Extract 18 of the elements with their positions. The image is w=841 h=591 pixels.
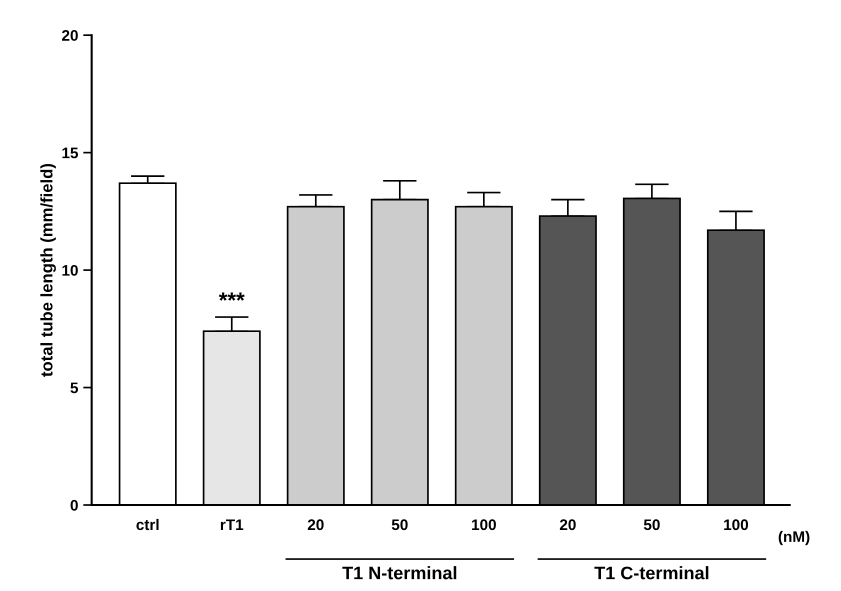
x-tick-label: 20 [560, 519, 576, 530]
x-tick-label: ctrl [136, 518, 159, 530]
y-tick-label: 10 [62, 264, 78, 276]
y-tick-label: 0 [70, 500, 78, 511]
x-tick-label: 100 [724, 519, 748, 530]
y-tick-label: 15 [62, 148, 78, 158]
y-tick-label: 5 [70, 382, 78, 394]
x-tick-label: 20 [308, 519, 324, 530]
text: T1 C-terminal [594, 566, 708, 580]
text: T1 N-terminal [342, 566, 456, 580]
x-tick-label: 50 [392, 519, 408, 530]
x-tick-label: rT1 [220, 519, 244, 530]
x-tick-label: 50 [644, 519, 660, 530]
text: (nM) [778, 530, 810, 546]
x-tick-label: 100 [472, 519, 496, 530]
annotation: *** [218, 292, 245, 301]
y-tick-label: 20 [62, 30, 78, 41]
y-axis-title: total tube length (mm/field) [40, 164, 56, 377]
